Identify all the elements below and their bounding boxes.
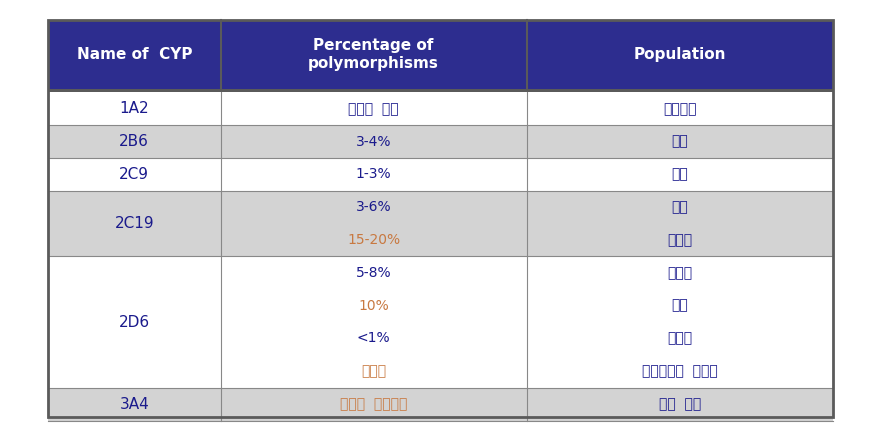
- Text: 모든인종: 모든인종: [663, 102, 697, 116]
- Bar: [48, 93, 833, 125]
- Text: 3-4%: 3-4%: [356, 135, 392, 149]
- Text: 개체별  상이: 개체별 상이: [348, 102, 399, 116]
- Text: 2C9: 2C9: [119, 167, 149, 182]
- Text: 일본인: 일본인: [667, 332, 692, 346]
- Text: 아프리카와  동양계: 아프리카와 동양계: [642, 364, 718, 378]
- Text: 과발현: 과발현: [361, 364, 386, 378]
- Text: 2C19: 2C19: [114, 216, 154, 231]
- Text: 백인: 백인: [671, 298, 688, 313]
- Text: 15-20%: 15-20%: [347, 233, 400, 247]
- Text: <1%: <1%: [357, 332, 391, 346]
- Text: 2B6: 2B6: [119, 134, 149, 149]
- Text: 10%: 10%: [358, 298, 389, 313]
- Text: 1-3%: 1-3%: [356, 167, 392, 181]
- Text: Percentage of
polymorphisms: Percentage of polymorphisms: [308, 38, 439, 71]
- Text: 모든  인종: 모든 인종: [658, 397, 701, 411]
- Text: 백인: 백인: [671, 167, 688, 181]
- Text: 3A4: 3A4: [119, 397, 149, 412]
- Bar: [48, 388, 833, 420]
- Text: 소수의  개체변이: 소수의 개체변이: [340, 397, 407, 411]
- Bar: [48, 158, 833, 191]
- Text: 3-6%: 3-6%: [356, 200, 392, 214]
- Text: 유럽인: 유럽인: [667, 266, 692, 280]
- Bar: [48, 89, 833, 93]
- Text: Name of  CYP: Name of CYP: [77, 47, 192, 62]
- Text: 5-8%: 5-8%: [356, 266, 392, 280]
- Text: Population: Population: [633, 47, 726, 62]
- Bar: [48, 125, 833, 158]
- Text: 백인: 백인: [671, 200, 688, 214]
- Text: 백인: 백인: [671, 135, 688, 149]
- Text: 2D6: 2D6: [119, 315, 150, 329]
- Text: 1A2: 1A2: [119, 101, 149, 116]
- Text: 동양인: 동양인: [667, 233, 692, 247]
